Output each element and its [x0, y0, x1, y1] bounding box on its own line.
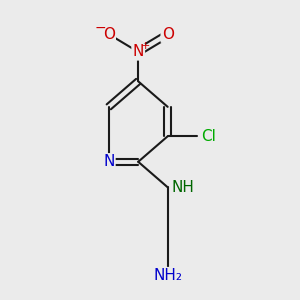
Text: NH₂: NH₂ — [153, 268, 182, 283]
Text: N: N — [133, 44, 144, 59]
Text: +: + — [141, 41, 150, 51]
Text: N: N — [103, 154, 115, 169]
Text: NH: NH — [172, 180, 195, 195]
Text: −: − — [95, 21, 106, 35]
Text: O: O — [103, 27, 115, 42]
Text: O: O — [162, 27, 174, 42]
Text: Cl: Cl — [201, 129, 215, 144]
